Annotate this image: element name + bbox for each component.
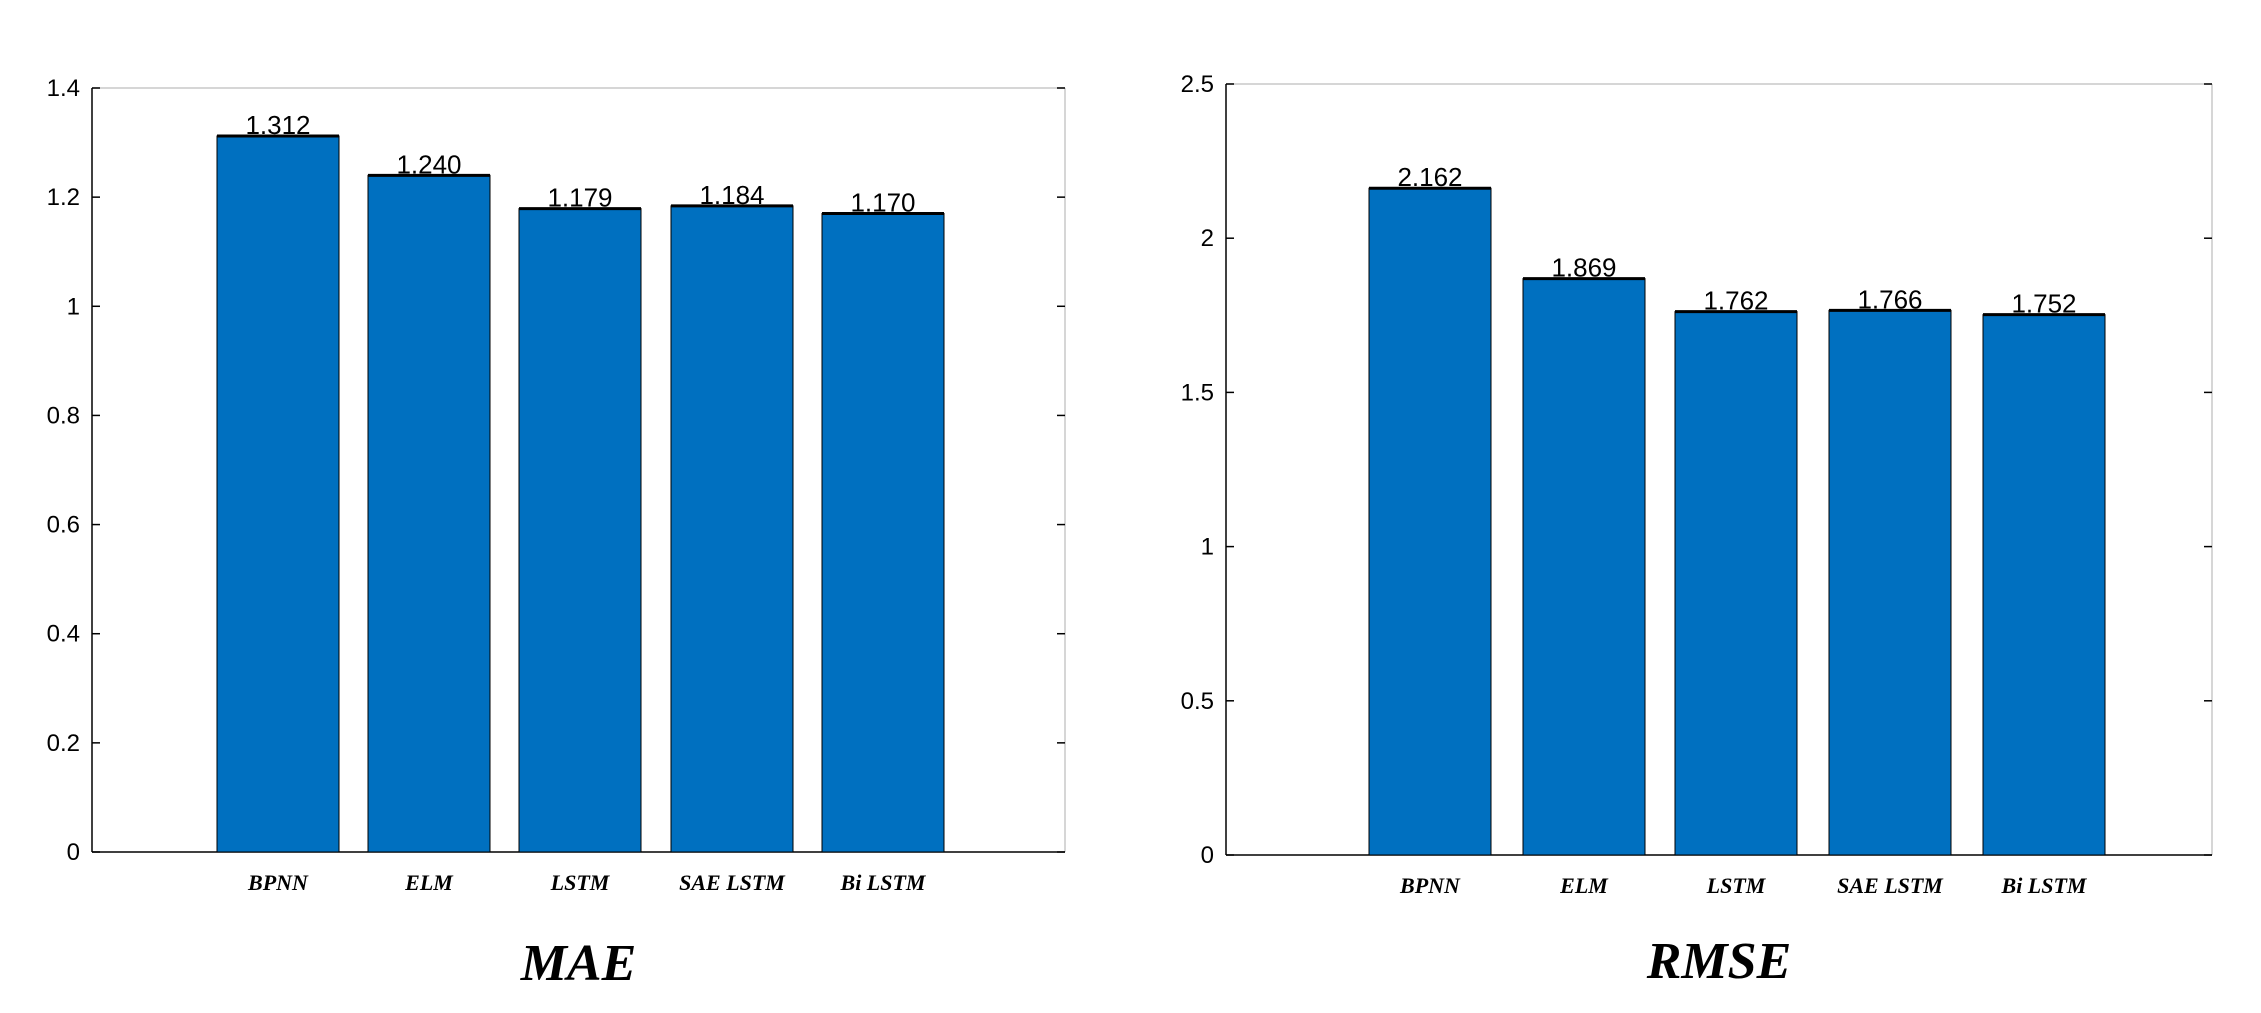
- mae-data-label: 1.179: [547, 183, 612, 213]
- mae-ytick-label: 1.2: [47, 184, 80, 211]
- rmse-data-label: 1.752: [2011, 289, 2076, 319]
- mae-category-label: Bi LSTM: [840, 870, 927, 895]
- rmse-ytick-label: 2.5: [1181, 71, 1214, 98]
- rmse-category-label: Bi LSTM: [2001, 873, 2088, 898]
- rmse-ytick-label: 0.5: [1181, 688, 1214, 715]
- rmse-ytick-label: 1: [1201, 534, 1214, 561]
- mae-data-label: 1.184: [699, 180, 764, 210]
- mae-data-label: 1.312: [245, 110, 310, 140]
- mae-category-label: LSTM: [550, 870, 611, 895]
- rmse-ytick-label: 2: [1201, 225, 1214, 252]
- rmse-bar-bpnn: [1368, 187, 1492, 856]
- rmse-bar-bi-lstm: [1982, 314, 2106, 856]
- mae-category-label: BPNN: [247, 870, 309, 895]
- mae-ytick-label: 0.4: [47, 621, 80, 648]
- mae-data-label: 1.240: [396, 149, 461, 179]
- mae-bar-bpnn: [216, 135, 340, 853]
- mae-ytick-label: 1: [67, 293, 80, 320]
- mae-ytick-label: 0: [67, 839, 80, 866]
- mae-bar-sae-lstm: [670, 205, 794, 853]
- rmse-data-label: 1.766: [1857, 284, 1922, 314]
- rmse-bar-elm: [1522, 278, 1646, 856]
- mae-category-label: ELM: [404, 870, 454, 895]
- mae-ytick-label: 0.6: [47, 512, 80, 539]
- mae-ytick-label: 0.8: [47, 402, 80, 429]
- rmse-data-label: 1.762: [1703, 286, 1768, 316]
- mae-chart: 0 0.2 0.4 0.6 0.8 1 1.2 1.4 1.312 BPNN 1.240 ELM 1.1…: [47, 75, 1066, 992]
- rmse-data-label: 1.869: [1551, 253, 1616, 283]
- mae-bar-bi-lstm: [821, 213, 945, 853]
- mae-ytick-label: 0.2: [47, 730, 80, 757]
- rmse-ytick-label: 1.5: [1181, 379, 1214, 406]
- mae-category-label: SAE LSTM: [679, 870, 786, 895]
- rmse-category-label: SAE LSTM: [1837, 873, 1944, 898]
- rmse-category-label: ELM: [1559, 873, 1609, 898]
- rmse-data-label: 2.162: [1397, 162, 1462, 192]
- mae-chart-title: MAE: [520, 935, 637, 992]
- rmse-chart: 0 0.5 1 1.5 2 2.5 2.162 BPNN 1.869 ELM 1.762 LSTM 1.…: [1181, 71, 2213, 990]
- rmse-bar-sae-lstm: [1828, 309, 1952, 856]
- rmse-category-label: BPNN: [1399, 873, 1461, 898]
- rmse-ytick-label: 0: [1201, 842, 1214, 869]
- mae-bar-lstm: [518, 208, 642, 853]
- mae-ytick-label: 1.4: [47, 75, 80, 102]
- rmse-chart-title: RMSE: [1646, 933, 1792, 990]
- mae-bar-elm: [367, 174, 491, 853]
- rmse-category-label: LSTM: [1706, 873, 1767, 898]
- mae-data-label: 1.170: [850, 188, 915, 218]
- rmse-bar-lstm: [1674, 311, 1798, 856]
